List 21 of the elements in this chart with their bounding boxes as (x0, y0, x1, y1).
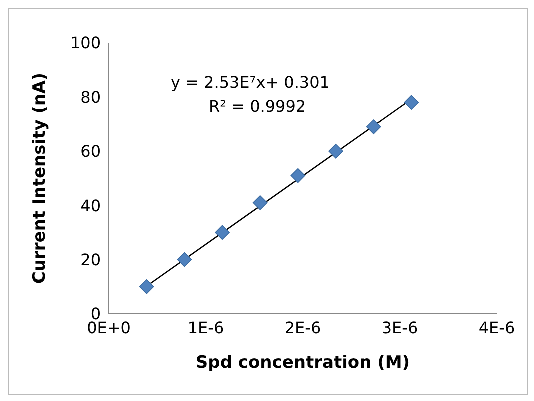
y-tick-label: 80 (80, 88, 101, 107)
x-axis-title: Spd concentration (M) (196, 353, 410, 373)
x-tick-label: 1E-6 (188, 318, 224, 338)
y-axis-title: Current Intensity (nA) (30, 72, 50, 284)
annotation: y = 2.53E⁷x+ 0.301 (171, 73, 330, 92)
point (252, 195, 268, 210)
point (139, 280, 154, 294)
point (215, 225, 230, 240)
x-tick-label: 2E-6 (284, 318, 322, 338)
point (290, 168, 306, 184)
y-tick-label: 20 (80, 250, 101, 270)
point (177, 252, 192, 268)
x-tick-label: 4E-6 (478, 318, 516, 338)
y-tick-label: 40 (80, 196, 101, 216)
point (404, 95, 420, 110)
y-tick-label: 60 (80, 142, 101, 162)
x-tick-label: 3E-6 (382, 318, 418, 338)
point (366, 120, 382, 134)
y-tick-label: 100 (70, 34, 101, 53)
annotation: R² = 0.9992 (209, 97, 306, 116)
point (328, 144, 344, 159)
